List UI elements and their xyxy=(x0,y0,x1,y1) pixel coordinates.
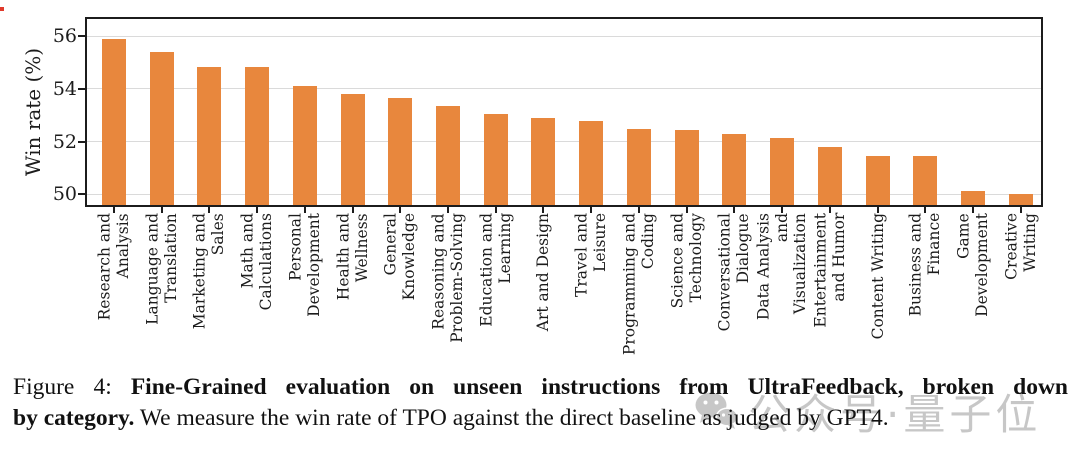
caption-text-part-2: We measure the win rate of TPO against t… xyxy=(139,405,889,431)
bar-creative-writing xyxy=(1008,194,1033,205)
x-tick-label: Data Analysis and Visualization xyxy=(754,213,810,321)
x-tick-mark xyxy=(924,207,927,213)
bar-entertainment-and-humor xyxy=(817,146,842,205)
x-tick-mark xyxy=(876,207,879,213)
x-tick-mark xyxy=(494,207,497,213)
x-tick-mark xyxy=(208,207,211,213)
x-tick-mark xyxy=(160,207,163,213)
x-tick-mark xyxy=(828,207,831,213)
bar-reasoning-and-problem-solving xyxy=(436,106,461,205)
x-tick-mark xyxy=(399,207,402,213)
bar-programming-and-coding xyxy=(626,128,651,205)
y-tick-label: 56 xyxy=(52,25,77,48)
x-tick-label: Creative Writing xyxy=(1002,213,1039,280)
x-tick-mark xyxy=(542,207,545,213)
bar-science-and-technology xyxy=(674,129,699,205)
caption-bold-part-1: Fine-Grained evaluation on unseen instru… xyxy=(130,374,1069,400)
x-tick-mark xyxy=(733,207,736,213)
caption-bold-part-2: by category. xyxy=(13,405,135,431)
x-tick-label: Entertainment and Humor xyxy=(811,213,848,328)
y-tick-mark xyxy=(78,35,85,38)
y-axis-label: Win rate (%) xyxy=(21,47,45,177)
caption-line-1: Figure 4: Fine-Grained evaluation on uns… xyxy=(13,372,1068,403)
x-tick-label: Science and Technology xyxy=(668,213,705,309)
x-tick-label: Research and Analysis xyxy=(95,213,132,321)
y-tick-label: 52 xyxy=(52,130,77,153)
caption-line-2: by category. We measure the win rate of … xyxy=(13,403,1068,434)
gridline-y-52 xyxy=(87,141,1041,143)
bar-travel-and-leisure xyxy=(579,120,604,205)
x-tick-label: Travel and Leisure xyxy=(572,213,610,297)
bar-conversational-dialogue xyxy=(722,133,747,205)
x-tick-label: General Knowledge xyxy=(382,213,419,301)
watermark: 公众号·量子位 xyxy=(694,381,1041,442)
gridline-y-56 xyxy=(87,35,1041,37)
x-tick-mark xyxy=(351,207,354,213)
x-tick-label: Content Writing xyxy=(868,213,887,340)
x-tick-label: Marketing and Sales xyxy=(191,213,228,330)
caption-figure-label: Figure 4: xyxy=(13,374,112,400)
x-tick-mark xyxy=(781,207,784,213)
bar-content-writing xyxy=(865,156,890,205)
bar-research-and-analysis xyxy=(102,38,126,205)
x-tick-mark xyxy=(303,207,306,213)
x-tick-label: Personal Development xyxy=(286,213,323,317)
x-tick-label: Game Development xyxy=(954,213,991,317)
bar-language-and-translation xyxy=(149,51,174,205)
y-tick-label: 50 xyxy=(52,183,77,206)
bar-art-and-design xyxy=(531,117,556,205)
bar-business-and-finance xyxy=(913,156,938,205)
x-tick-label: Language and Translation xyxy=(143,213,180,325)
y-tick-label: 54 xyxy=(52,77,77,100)
x-tick-label: Health and Wellness xyxy=(334,213,371,301)
plot-area xyxy=(85,17,1043,207)
x-tick-mark xyxy=(971,207,974,213)
x-tick-mark xyxy=(113,207,115,213)
x-tick-label: Reasoning and Problem-Solving xyxy=(429,213,467,343)
y-tick-mark xyxy=(78,140,85,143)
x-tick-label: Art and Design xyxy=(534,213,553,332)
x-tick-label: Programming and Coding xyxy=(620,213,657,356)
x-tick-label: Business and Finance xyxy=(906,213,944,317)
figure-caption: Figure 4: Fine-Grained evaluation on uns… xyxy=(13,372,1068,434)
x-tick-mark xyxy=(1019,207,1022,213)
bar-education-and-learning xyxy=(483,113,508,205)
gridline-y-54 xyxy=(87,88,1041,90)
bar-personal-development xyxy=(292,86,317,205)
x-tick-mark xyxy=(685,207,688,213)
x-tick-mark xyxy=(256,207,259,213)
bar-general-knowledge xyxy=(388,98,413,205)
bar-health-and-wellness xyxy=(340,94,365,205)
x-tick-label: Math and Calculations xyxy=(238,213,276,311)
y-tick-mark xyxy=(78,193,85,196)
x-tick-mark xyxy=(637,207,640,213)
x-tick-label: Conversational Dialogue xyxy=(716,213,753,332)
x-tick-label: Education and Learning xyxy=(477,213,514,327)
bar-math-and-calculations xyxy=(245,66,270,205)
bar-marketing-and-sales xyxy=(197,66,222,205)
bar-game-development xyxy=(960,190,985,205)
gridline-y-50 xyxy=(87,193,1041,195)
red-edge-artifact xyxy=(0,7,4,11)
x-tick-mark xyxy=(447,207,450,213)
bar-data-analysis-and-visualization xyxy=(770,137,795,205)
wechat-icon xyxy=(694,391,739,433)
y-tick-mark xyxy=(78,87,85,90)
watermark-text: 公众号·量子位 xyxy=(748,390,1042,439)
x-tick-mark xyxy=(590,207,593,213)
